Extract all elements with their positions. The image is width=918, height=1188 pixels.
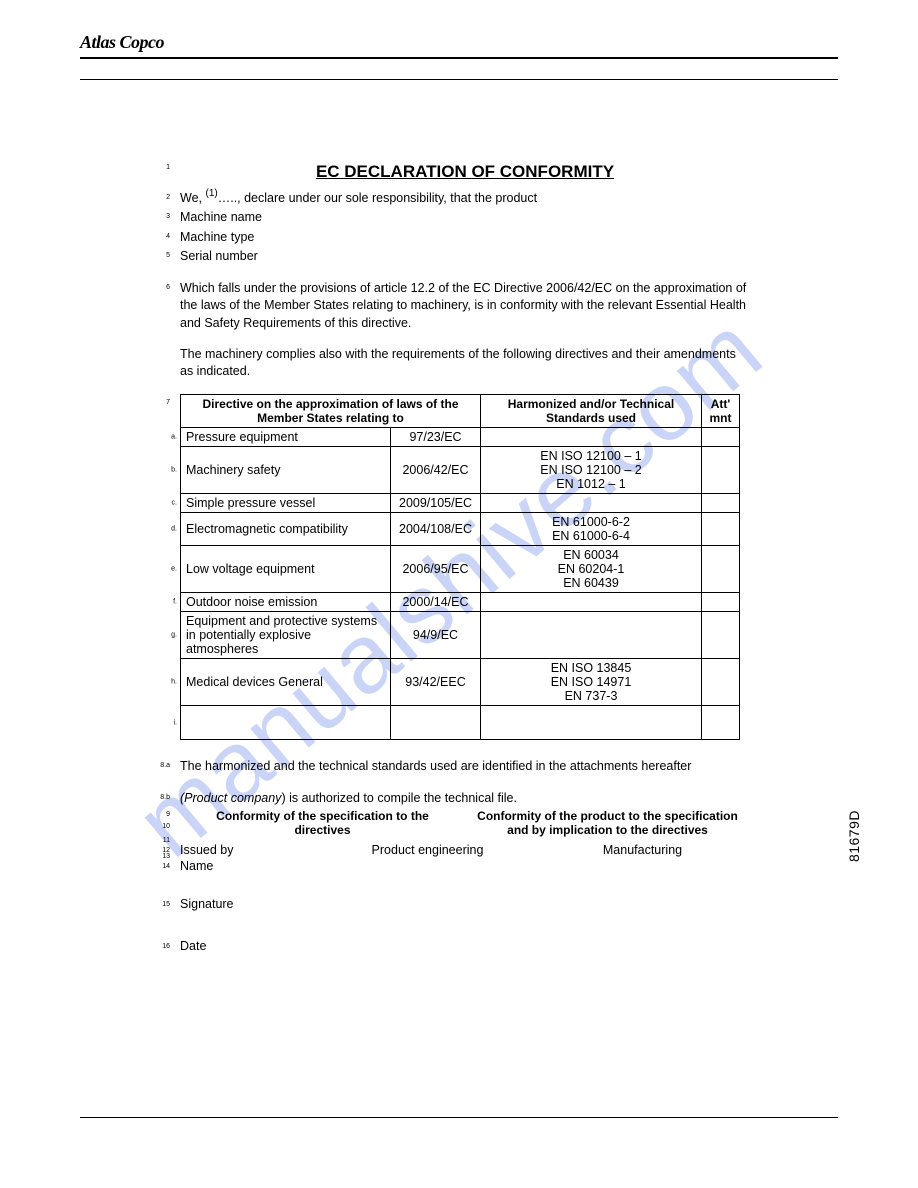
- table-row: a.Pressure equipment97/23/EC: [181, 428, 740, 447]
- th-attachment: Att' mnt: [702, 395, 740, 428]
- directive-code: 94/9/EC: [391, 612, 481, 659]
- directive-name: Simple pressure vessel: [186, 496, 315, 510]
- document-code: 81679D: [846, 810, 862, 862]
- line-number: 8.b: [146, 793, 170, 803]
- line-number: 3: [146, 212, 170, 222]
- page-title: EC DECLARATION OF CONFORMITY: [180, 160, 750, 184]
- directives-table: Directive on the approximation of laws o…: [180, 394, 740, 740]
- attachment-cell: [702, 593, 740, 612]
- line-number: 7: [146, 399, 170, 406]
- directive-code: 2006/95/EC: [391, 546, 481, 593]
- line-number: 13: [146, 853, 170, 860]
- table-row: h.Medical devices General93/42/EECEN ISO…: [181, 659, 740, 706]
- harmonized-note: The harmonized and the technical standar…: [180, 759, 691, 773]
- standards-cell: EN 60034EN 60204-1EN 60439: [481, 546, 702, 593]
- intro-we-prefix: We,: [180, 191, 205, 205]
- line-number: 8.a: [146, 761, 170, 771]
- brand-logo: Atlas Copco: [80, 32, 838, 53]
- standards-cell: EN ISO 13845EN ISO 14971EN 737-3: [481, 659, 702, 706]
- directive-code: 2000/14/EC: [391, 593, 481, 612]
- issued-by-value-1: Product engineering: [320, 843, 535, 857]
- line-number: 11: [146, 837, 170, 844]
- attachment-cell: [702, 428, 740, 447]
- issued-by-value-2: Manufacturing: [535, 843, 750, 857]
- attachment-cell: [702, 706, 740, 740]
- row-index-label: g.: [159, 632, 177, 639]
- row-index-label: a.: [159, 434, 177, 441]
- standards-cell: EN 61000-6-2EN 61000-6-4: [481, 513, 702, 546]
- line-number: 9: [146, 811, 170, 818]
- table-row: c.Simple pressure vessel2009/105/EC: [181, 494, 740, 513]
- compliance-paragraph: The machinery complies also with the req…: [160, 346, 750, 380]
- directive-name: Outdoor noise emission: [186, 595, 317, 609]
- table-row: d.Electromagnetic compatibility2004/108/…: [181, 513, 740, 546]
- standards-cell: [481, 706, 702, 740]
- header-rule-top: [80, 57, 838, 59]
- line-number: 14: [146, 863, 170, 870]
- table-row: b.Machinery safety2006/42/ECEN ISO 12100…: [181, 447, 740, 494]
- directive-name: Machinery safety: [186, 463, 280, 477]
- footer-rule: [80, 1117, 838, 1118]
- line-number: 16: [146, 943, 170, 950]
- table-row: e.Low voltage equipment2006/95/ECEN 6003…: [181, 546, 740, 593]
- intro-machine-name: Machine name: [180, 210, 262, 224]
- intro-superscript: (1): [205, 188, 217, 199]
- row-index-label: h.: [159, 679, 177, 686]
- directive-code: 2006/42/EC: [391, 447, 481, 494]
- th-directive: Directive on the approximation of laws o…: [181, 395, 481, 428]
- directive-code: 97/23/EC: [391, 428, 481, 447]
- line-number: 2: [146, 193, 170, 203]
- signature-label: Signature: [180, 897, 320, 911]
- row-index-label: b.: [159, 467, 177, 474]
- attachment-cell: [702, 612, 740, 659]
- attachment-cell: [702, 546, 740, 593]
- attachment-cell: [702, 659, 740, 706]
- conformity-product-heading: Conformity of the product to the specifi…: [465, 809, 750, 837]
- date-label: Date: [180, 939, 320, 953]
- directive-name: Pressure equipment: [186, 430, 298, 444]
- issued-by-label: Issued by: [180, 843, 320, 857]
- product-company-rest: ) is authorized to compile the technical…: [281, 791, 517, 805]
- directive-name: Equipment and protective systems in pote…: [186, 614, 377, 656]
- line-number: 6: [146, 283, 170, 293]
- line-number: 10: [146, 823, 170, 830]
- standards-cell: [481, 428, 702, 447]
- line-number: 1: [146, 163, 170, 173]
- row-index-label: c.: [159, 500, 177, 507]
- provisions-paragraph: Which falls under the provisions of arti…: [180, 281, 746, 330]
- table-row: i.: [181, 706, 740, 740]
- line-number: 4: [146, 232, 170, 242]
- line-number: 15: [146, 901, 170, 908]
- line-number: 5: [146, 251, 170, 261]
- row-index-label: f.: [159, 599, 177, 606]
- conformity-spec-heading: Conformity of the specification to the d…: [180, 809, 465, 837]
- intro-serial: Serial number: [180, 249, 258, 263]
- attachment-cell: [702, 447, 740, 494]
- intro-we-rest: ….., declare under our sole responsibili…: [218, 191, 537, 205]
- directive-name: Medical devices General: [186, 675, 323, 689]
- attachment-cell: [702, 513, 740, 546]
- directive-code: 2004/108/EC: [391, 513, 481, 546]
- table-row: f.Outdoor noise emission2000/14/EC: [181, 593, 740, 612]
- directive-code: 93/42/EEC: [391, 659, 481, 706]
- row-index-label: e.: [159, 566, 177, 573]
- directive-name: Electromagnetic compatibility: [186, 522, 348, 536]
- th-standards: Harmonized and/or Technical Standards us…: [481, 395, 702, 428]
- standards-cell: [481, 494, 702, 513]
- standards-cell: [481, 612, 702, 659]
- row-index-label: i.: [159, 719, 177, 726]
- directive-code: 2009/105/EC: [391, 494, 481, 513]
- standards-cell: [481, 593, 702, 612]
- standards-cell: EN ISO 12100 – 1EN ISO 12100 – 2EN 1012 …: [481, 447, 702, 494]
- directive-code: [391, 706, 481, 740]
- row-index-label: d.: [159, 526, 177, 533]
- intro-machine-type: Machine type: [180, 230, 254, 244]
- table-row: g.Equipment and protective systems in po…: [181, 612, 740, 659]
- product-company-italic: (Product company: [180, 791, 281, 805]
- directive-name: Low voltage equipment: [186, 562, 315, 576]
- attachment-cell: [702, 494, 740, 513]
- name-label: Name: [180, 859, 320, 873]
